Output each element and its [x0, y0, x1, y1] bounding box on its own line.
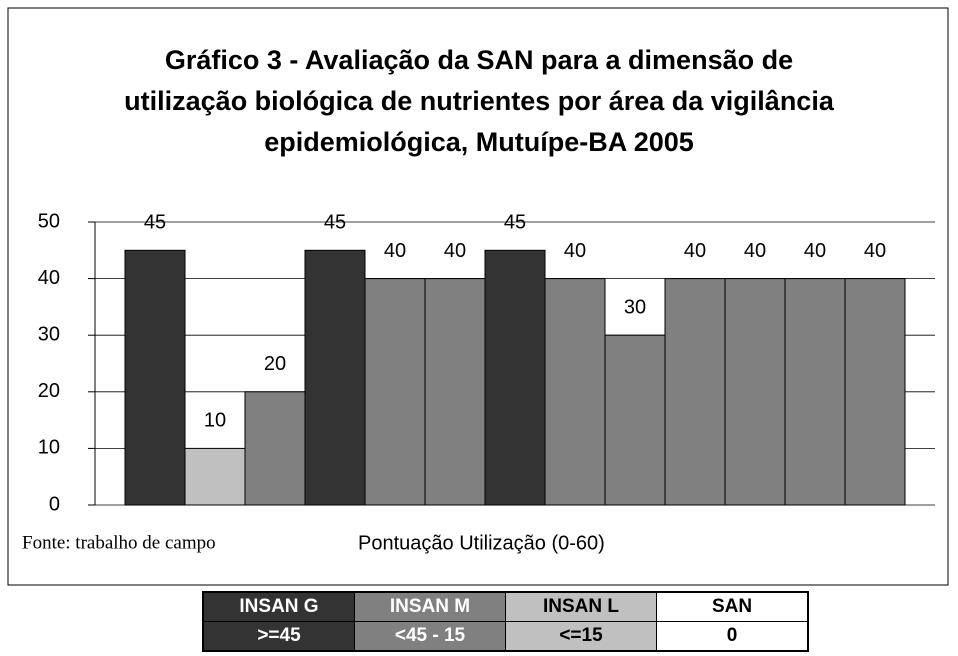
bar: [724, 278, 786, 506]
legend-header: INSAN M: [354, 591, 506, 622]
y-tick-label: 40: [38, 267, 60, 289]
data-label: 10: [204, 410, 226, 432]
chart-title: Gráfico 3 - Avaliação da SAN para a dime…: [124, 45, 834, 157]
y-tick-label: 10: [38, 437, 60, 459]
data-label: 40: [864, 240, 886, 262]
bar: [784, 278, 846, 506]
legend-header: INSAN G: [202, 591, 355, 622]
legend-range: 0: [656, 621, 809, 652]
bar: [124, 249, 186, 506]
y-tick-label: 20: [38, 380, 60, 402]
data-label: 40: [684, 240, 706, 262]
legend-range-row: >=45 <45 - 15 <=15 0: [202, 621, 809, 652]
legend-range: <=15: [505, 621, 657, 652]
bar: [424, 278, 486, 506]
y-tick-label: 50: [38, 210, 60, 232]
data-label: 45: [144, 212, 166, 234]
data-label: 30: [624, 296, 646, 318]
bar: [844, 278, 906, 506]
legend-table: INSAN G INSAN M INSAN L SAN >=45 <45 - 15 <=1…: [202, 591, 809, 652]
legend-header: INSAN L: [505, 591, 657, 622]
data-label: 45: [504, 212, 526, 234]
bar: [664, 278, 726, 506]
legend-header: SAN: [656, 591, 809, 622]
legend-range: <45 - 15: [354, 621, 506, 652]
data-label: 45: [324, 212, 346, 234]
y-tick-label: 0: [49, 493, 60, 515]
source-note: Fonte: trabalho de campo: [22, 532, 216, 553]
data-label: 40: [744, 240, 766, 262]
data-label: 20: [264, 353, 286, 375]
data-label: 40: [384, 240, 406, 262]
data-label: 40: [564, 240, 586, 262]
data-label: 40: [444, 240, 466, 262]
data-label: 40: [804, 240, 826, 262]
bar: [604, 334, 666, 506]
bar: [244, 391, 306, 506]
bar: [364, 278, 426, 506]
bar: [304, 249, 366, 506]
x-axis-label: Pontuação Utilização (0-60): [358, 532, 605, 554]
bar: [544, 278, 606, 506]
bar: [484, 249, 546, 506]
legend-header-row: INSAN G INSAN M INSAN L SAN: [202, 591, 809, 622]
legend-range: >=45: [202, 621, 355, 652]
bar: [184, 447, 246, 506]
y-tick-label: 30: [38, 323, 60, 345]
